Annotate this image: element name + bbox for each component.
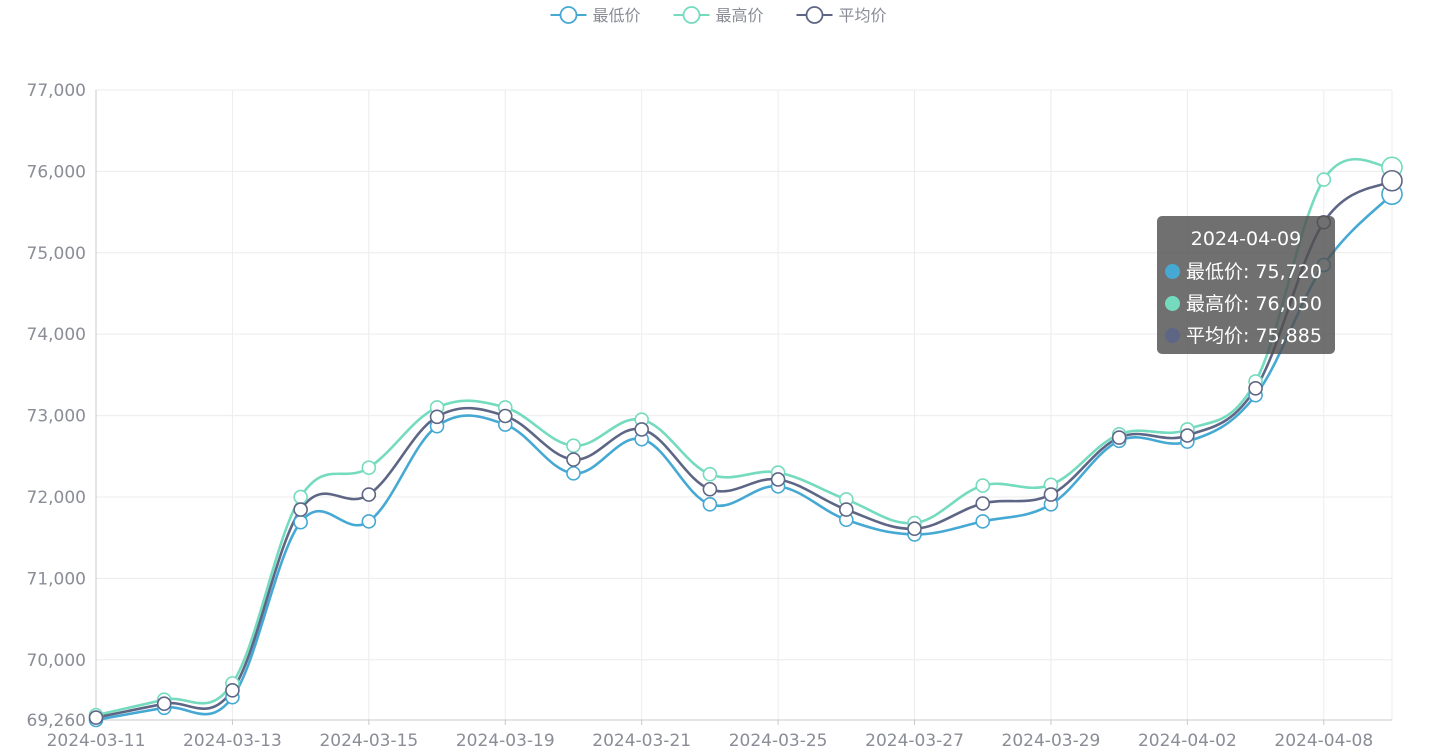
- data-point-avg: [975, 496, 991, 511]
- tooltip-date: 2024-04-09: [1190, 228, 1302, 250]
- data-point-avg: [429, 409, 445, 425]
- x-tick-label: 2024-04-08: [1274, 731, 1373, 751]
- y-tick-label: 74,000: [27, 325, 86, 345]
- data-point-low: [361, 514, 377, 529]
- data-point-high: [1316, 172, 1332, 187]
- y-tick-label: 77,000: [27, 81, 86, 101]
- data-point-avg: [1381, 169, 1403, 192]
- tooltip-row-high: 最高价: 76,050: [1165, 288, 1327, 320]
- y-tick-label: 70,000: [27, 651, 86, 671]
- legend-item-avg[interactable]: 平均价: [796, 6, 887, 25]
- data-point-avg: [839, 502, 854, 517]
- x-tick-label: 2024-03-29: [1002, 731, 1101, 751]
- legend-item-high[interactable]: 最高价: [673, 6, 764, 25]
- series-lines[interactable]: [88, 156, 1403, 728]
- data-point-avg: [88, 710, 104, 725]
- data-point-avg: [770, 472, 786, 487]
- y-tick-label: 75,000: [27, 244, 86, 264]
- x-axis-labels: 2024-03-11 2024-03-13 2024-03-15 2024-03-19…: [47, 731, 1374, 751]
- data-point-low: [702, 497, 718, 512]
- tooltip-text-avg: 平均价: 75,885: [1186, 325, 1322, 347]
- y-tick-label: 76,000: [27, 162, 86, 182]
- legend-item-low[interactable]: 最低价: [550, 6, 641, 25]
- x-tick-label: 2024-03-27: [865, 731, 964, 751]
- tooltip: 2024-04-09 最低价: 75,720 最高价: 76,050 平均价: …: [1157, 216, 1335, 354]
- data-point-avg: [361, 487, 377, 502]
- x-tick-label: 2024-03-21: [592, 731, 691, 751]
- data-point-avg: [293, 502, 308, 517]
- tooltip-text-low: 最低价: 75,720: [1186, 261, 1322, 283]
- data-point-avg: [225, 682, 240, 698]
- legend[interactable]: 最低价 最高价 平均价: [550, 6, 887, 25]
- data-point-high: [293, 489, 308, 505]
- data-point-avg: [1180, 428, 1195, 443]
- legend-label: 最高价: [716, 6, 764, 25]
- data-point-avg: [1248, 381, 1263, 396]
- x-tick-label: 2024-03-11: [47, 731, 146, 751]
- x-tick-label: 2024-03-13: [183, 731, 282, 751]
- data-point-avg: [634, 422, 649, 437]
- data-point-low: [566, 466, 581, 481]
- tooltip-row-avg: 平均价: 75,885: [1165, 320, 1327, 352]
- legend-label: 平均价: [839, 6, 887, 25]
- data-point-avg: [1111, 430, 1127, 445]
- y-axis-labels: 69,260 70,000 71,000 72,000 73,000 74,000 75,0…: [27, 81, 86, 731]
- x-tick-label: 2024-04-02: [1138, 731, 1237, 751]
- legend-marker-icon: [805, 6, 824, 24]
- data-point-avg: [156, 696, 172, 712]
- data-point-low: [975, 514, 991, 529]
- x-tick-label: 2024-03-19: [456, 731, 555, 751]
- tooltip-text-high: 最高价: 76,050: [1186, 293, 1322, 315]
- legend-marker-icon: [682, 6, 701, 24]
- y-tick-label: 72,000: [27, 488, 86, 508]
- data-point-high: [566, 438, 581, 453]
- tooltip-dot-high: [1165, 296, 1180, 311]
- legend-label: 最低价: [593, 6, 641, 25]
- x-tick-label: 2024-03-25: [729, 731, 828, 751]
- data-point-high: [361, 460, 377, 475]
- data-point-avg: [566, 452, 581, 467]
- data-point-avg: [1043, 487, 1059, 502]
- data-point-avg: [702, 481, 718, 497]
- data-point-avg: [907, 521, 922, 537]
- x-tick-label: 2024-03-15: [319, 731, 418, 751]
- y-tick-label: 73,000: [27, 407, 86, 427]
- tooltip-row-low: 最低价: 75,720: [1165, 256, 1327, 288]
- data-point-high: [975, 478, 991, 493]
- tooltip-dot-low: [1165, 264, 1180, 279]
- y-tick-label: 69,260: [27, 711, 86, 731]
- data-point-low: [293, 514, 308, 530]
- data-point-avg: [497, 408, 513, 424]
- tooltip-dot-avg: [1165, 328, 1180, 343]
- legend-marker-icon: [559, 6, 578, 24]
- axes: [95, 90, 1392, 725]
- y-tick-label: 71,000: [27, 569, 86, 589]
- grid: [95, 89, 1393, 720]
- data-point-high: [702, 466, 718, 482]
